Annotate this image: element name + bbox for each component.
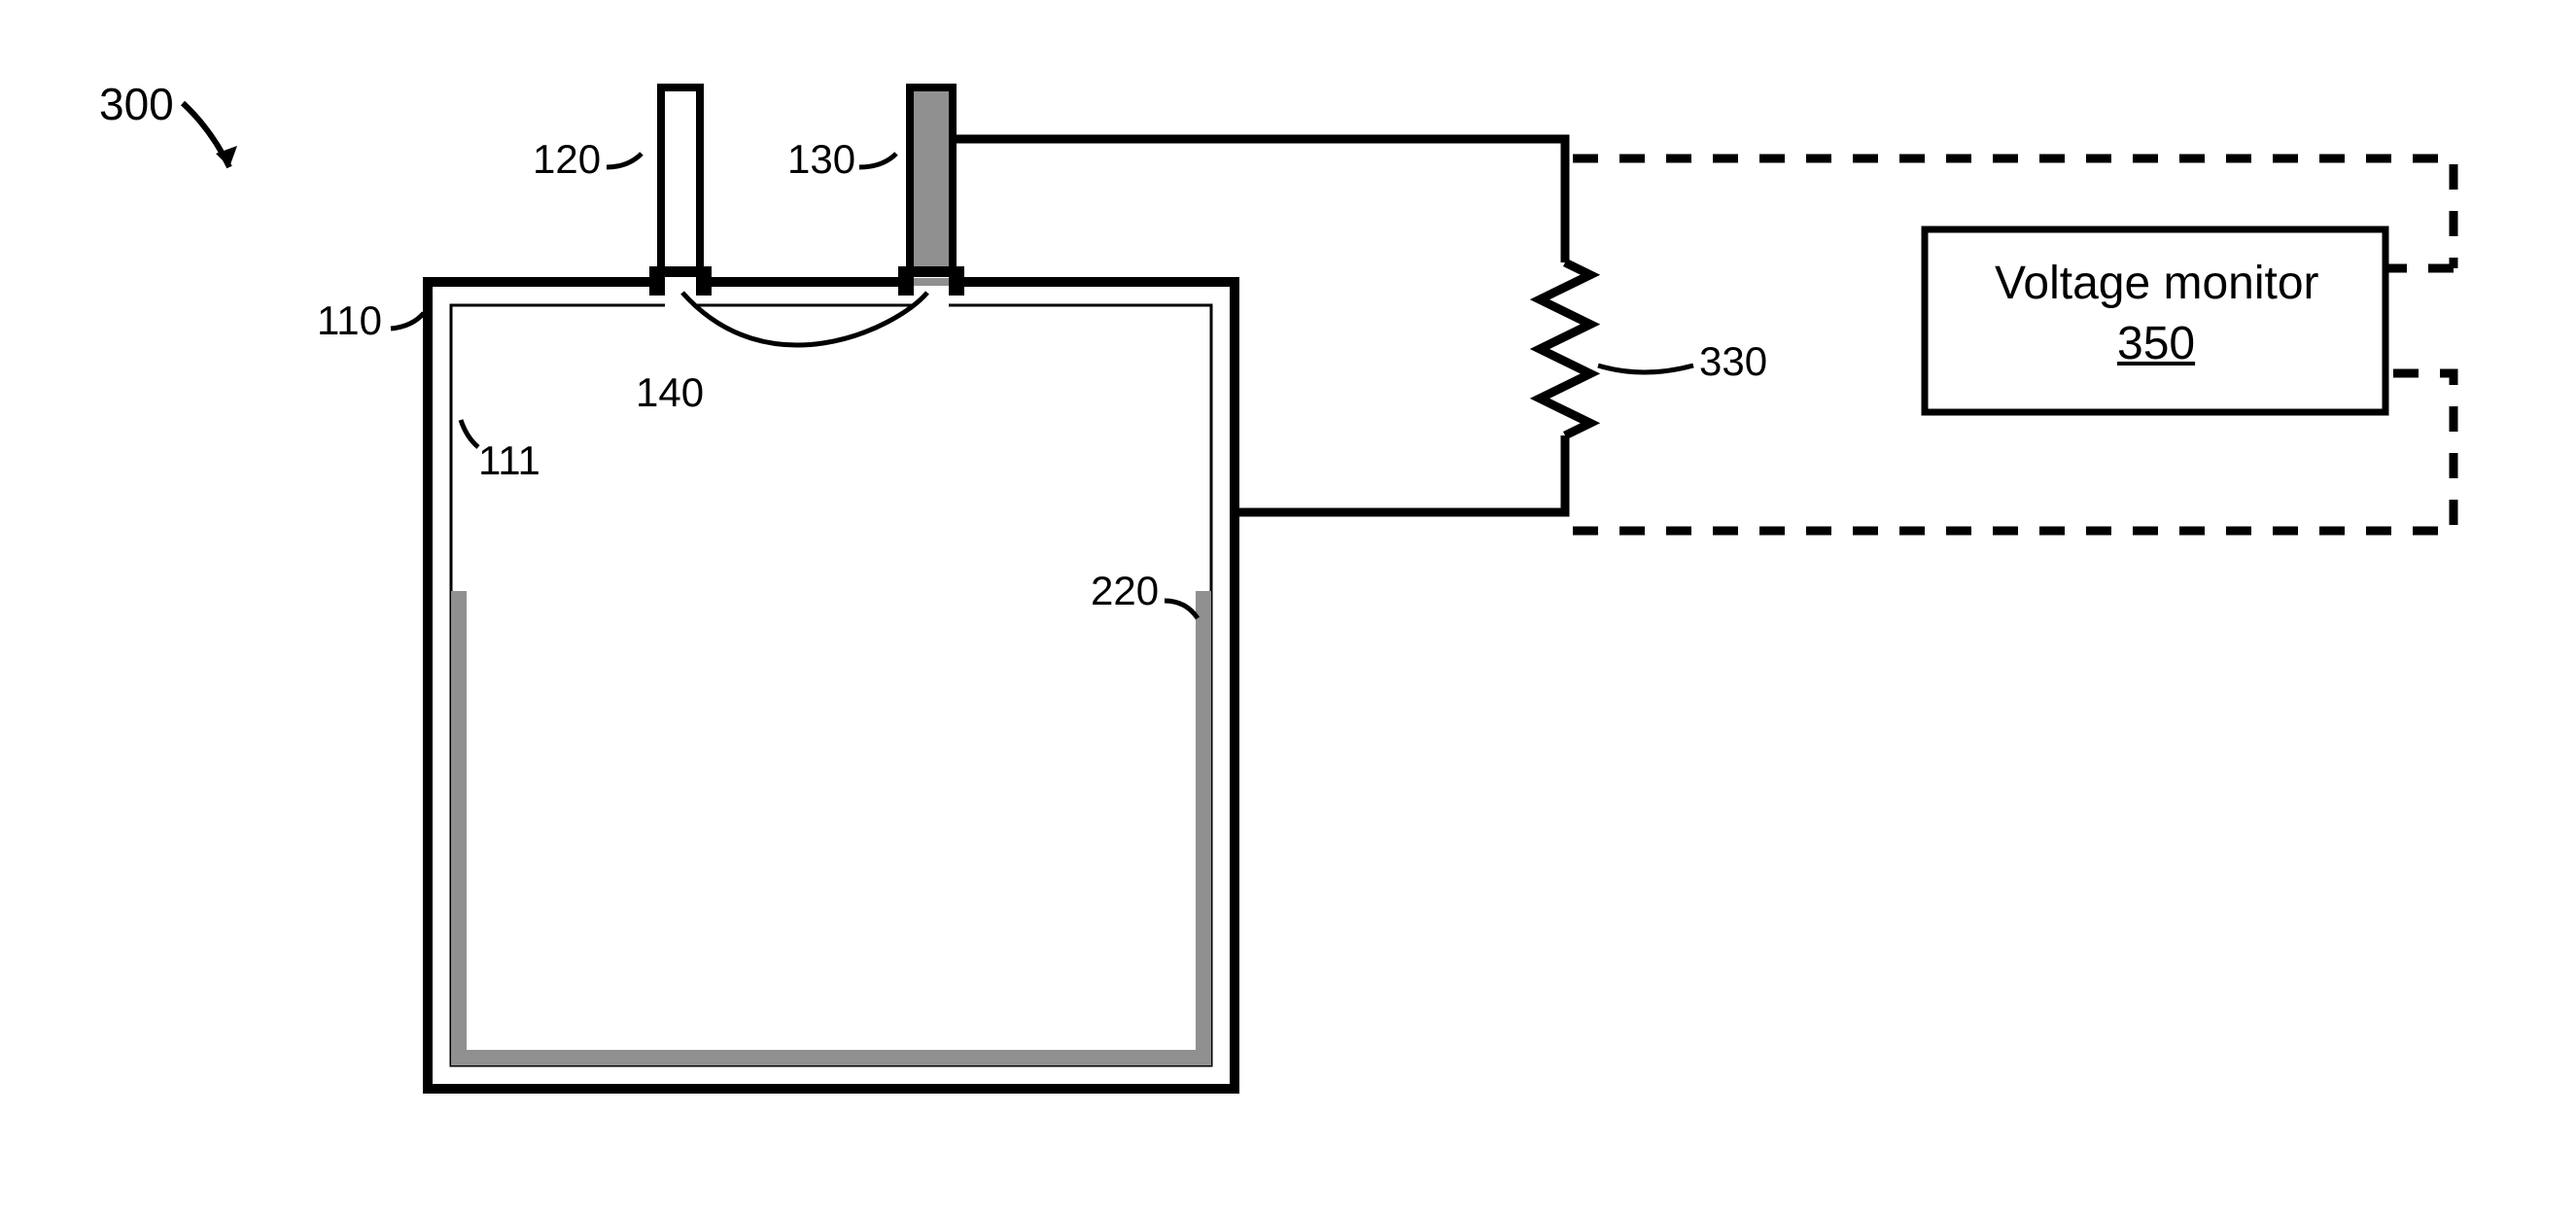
label-220: 220 [1091,568,1159,614]
voltage-monitor-title: Voltage monitor [1995,257,2319,310]
label-110: 110 [317,297,382,344]
diagram-svg [0,0,2576,1219]
label-330: 330 [1699,338,1767,385]
label-120: 120 [533,136,601,183]
label-111: 111 [478,437,540,484]
figure-number-label: 300 [99,78,174,130]
voltage-monitor-ref: 350 [2117,317,2195,370]
diagram-canvas: 300 120 130 110 111 140 220 330 Voltage … [0,0,2576,1219]
label-140: 140 [636,369,704,416]
label-130: 130 [787,136,855,183]
